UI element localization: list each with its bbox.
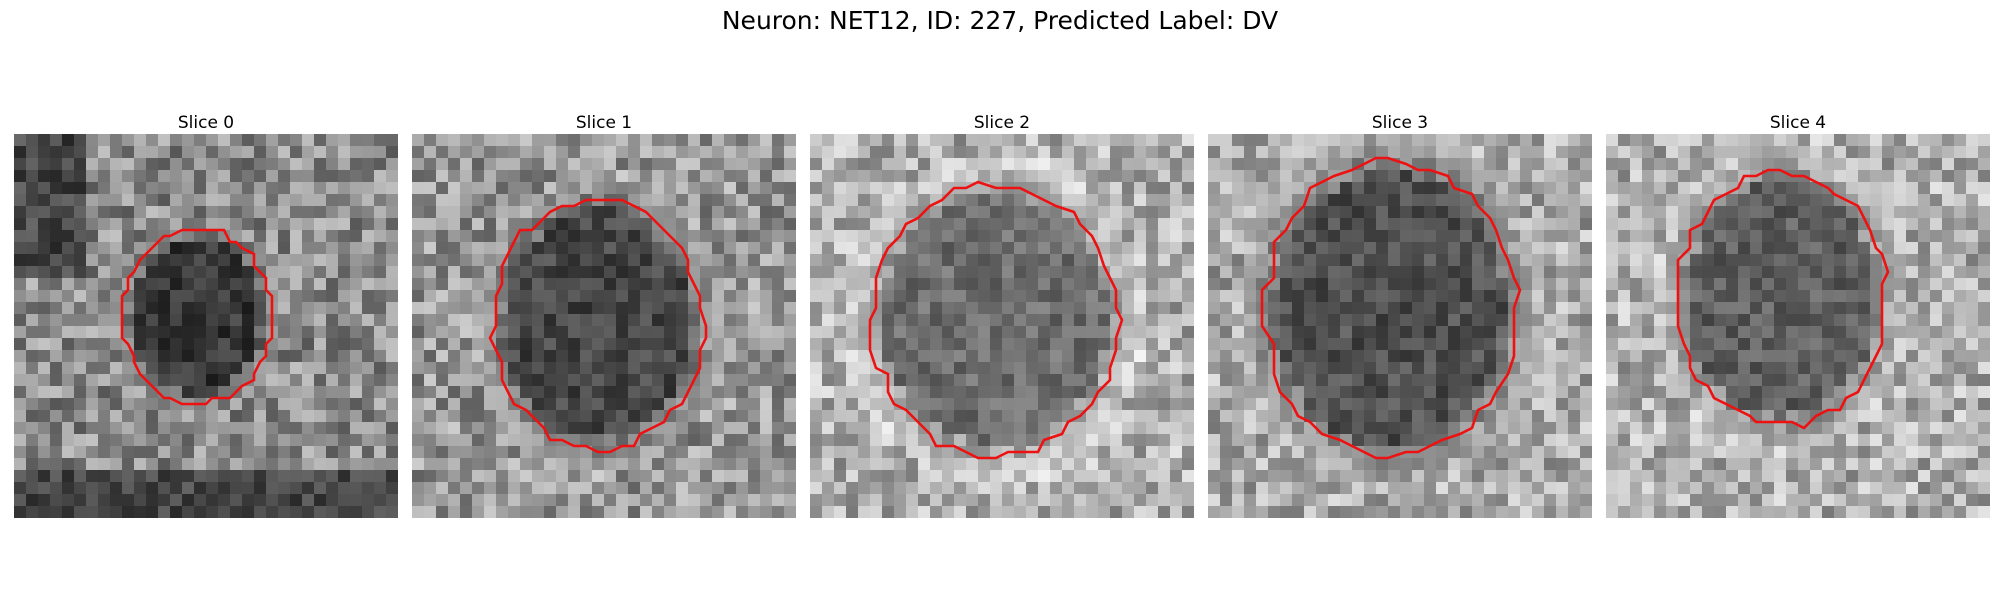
slice-image xyxy=(1208,134,1592,518)
slice-title: Slice 4 xyxy=(1769,113,1827,133)
slice-image xyxy=(1606,134,1990,518)
slice-panel-4: Slice 4 xyxy=(1606,112,1990,518)
segmentation-contour xyxy=(488,198,708,454)
slice-image xyxy=(14,134,398,518)
slice-image xyxy=(810,134,1194,518)
slice-panel-0: Slice 0 xyxy=(14,112,398,518)
slice-panel-3: Slice 3 xyxy=(1208,112,1592,518)
slice-title: Slice 1 xyxy=(575,113,633,133)
segmentation-contour xyxy=(868,180,1124,460)
slice-title: Slice 3 xyxy=(1371,113,1429,133)
slice-image xyxy=(412,134,796,518)
slice-panel-1: Slice 1 xyxy=(412,112,796,518)
slice-title: Slice 0 xyxy=(177,113,235,133)
segmentation-contour xyxy=(1260,156,1522,460)
figure-title: Neuron: NET12, ID: 227, Predicted Label:… xyxy=(721,6,1279,35)
segmentation-contour xyxy=(1676,168,1890,430)
segmentation-contour xyxy=(120,228,274,406)
slice-panel-2: Slice 2 xyxy=(810,112,1194,518)
slice-title: Slice 2 xyxy=(973,113,1031,133)
